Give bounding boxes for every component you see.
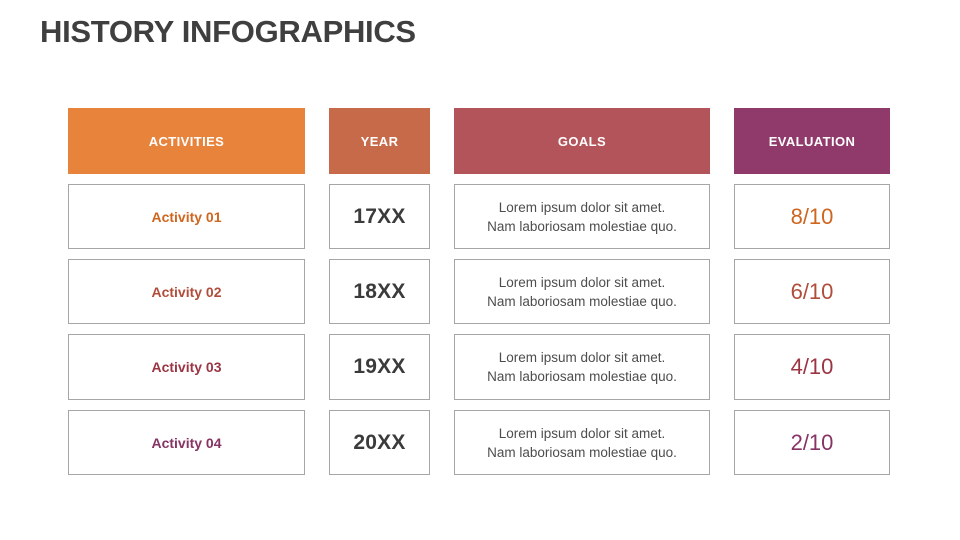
- evaluation-cell: 6/10: [734, 259, 890, 324]
- header-cell-activities: ACTIVITIES: [68, 108, 305, 174]
- goal-text-line1: Lorem ipsum dolor sit amet.: [498, 274, 666, 290]
- goals-cell: Lorem ipsum dolor sit amet. Nam laborios…: [454, 410, 710, 475]
- activity-cell: Activity 03: [68, 334, 305, 400]
- activity-label: Activity 01: [151, 208, 222, 225]
- year-label: 19XX: [353, 355, 406, 378]
- activity-cell: Activity 02: [68, 259, 305, 324]
- goal-text-line2: Nam laboriosam molestiae quo.: [487, 218, 677, 234]
- evaluation-score: 2/10: [790, 429, 834, 455]
- year-label: 17XX: [353, 204, 406, 228]
- year-cell: 18XX: [329, 259, 430, 324]
- activity-label: Activity 04: [151, 434, 222, 451]
- year-label: 18XX: [353, 279, 406, 303]
- activity-cell: Activity 01: [68, 184, 305, 249]
- goal-text-line1: Lorem ipsum dolor sit amet.: [498, 350, 666, 365]
- evaluation-cell: 2/10: [734, 410, 890, 475]
- goal-text-line1: Lorem ipsum dolor sit amet.: [498, 199, 666, 215]
- year-cell: 17XX: [329, 184, 430, 249]
- goals-cell: Lorem ipsum dolor sit amet. Nam laborios…: [454, 334, 710, 400]
- goal-text-line2: Nam laboriosam molestiae quo.: [487, 444, 677, 460]
- goal-text-line2: Nam laboriosam molestiae quo.: [487, 369, 677, 384]
- history-table: ACTIVITIES YEAR GOALS EVALUATION Activit…: [68, 108, 890, 475]
- goal-text-line1: Lorem ipsum dolor sit amet.: [498, 425, 666, 441]
- goals-cell: Lorem ipsum dolor sit amet. Nam laborios…: [454, 184, 710, 249]
- activity-label: Activity 02: [151, 283, 222, 300]
- evaluation-score: 8/10: [790, 203, 834, 229]
- header-cell-goals: GOALS: [454, 108, 710, 174]
- evaluation-score: 4/10: [790, 354, 834, 379]
- goals-cell: Lorem ipsum dolor sit amet. Nam laborios…: [454, 259, 710, 324]
- year-cell: 20XX: [329, 410, 430, 475]
- header-cell-year: YEAR: [329, 108, 430, 174]
- year-cell: 19XX: [329, 334, 430, 400]
- evaluation-cell: 8/10: [734, 184, 890, 249]
- activity-cell: Activity 04: [68, 410, 305, 475]
- year-label: 20XX: [353, 430, 406, 454]
- evaluation-score: 6/10: [790, 278, 834, 304]
- header-cell-evaluation: EVALUATION: [734, 108, 890, 174]
- goal-text-line2: Nam laboriosam molestiae quo.: [487, 293, 677, 309]
- page-title: HISTORY INFOGRAPHICS: [40, 14, 416, 49]
- evaluation-cell: 4/10: [734, 334, 890, 400]
- activity-label: Activity 03: [151, 359, 222, 375]
